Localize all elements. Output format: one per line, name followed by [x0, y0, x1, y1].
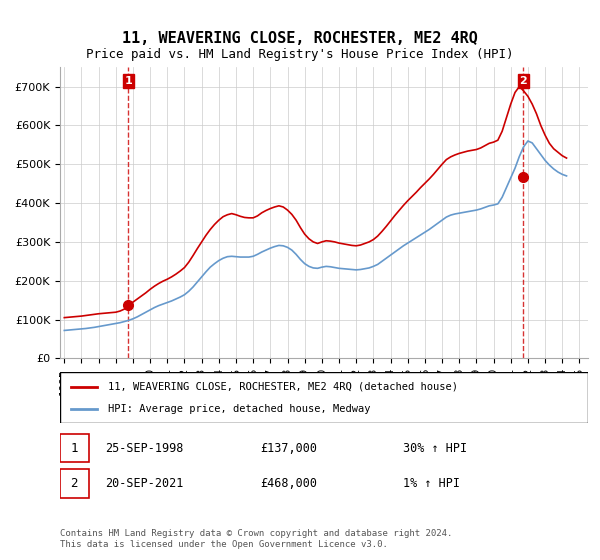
Text: 30% ↑ HPI: 30% ↑ HPI — [403, 441, 467, 455]
Text: 20-SEP-2021: 20-SEP-2021 — [105, 477, 183, 490]
Text: 2: 2 — [71, 477, 78, 490]
Text: 1: 1 — [124, 76, 132, 86]
Text: 11, WEAVERING CLOSE, ROCHESTER, ME2 4RQ (detached house): 11, WEAVERING CLOSE, ROCHESTER, ME2 4RQ … — [107, 381, 458, 391]
Text: £137,000: £137,000 — [260, 441, 317, 455]
Text: 1: 1 — [71, 441, 78, 455]
Text: 25-SEP-1998: 25-SEP-1998 — [105, 441, 183, 455]
Text: Contains HM Land Registry data © Crown copyright and database right 2024.
This d: Contains HM Land Registry data © Crown c… — [60, 529, 452, 549]
FancyBboxPatch shape — [60, 469, 89, 498]
FancyBboxPatch shape — [60, 372, 588, 423]
Text: 1% ↑ HPI: 1% ↑ HPI — [403, 477, 460, 490]
Text: 2: 2 — [520, 76, 527, 86]
Text: HPI: Average price, detached house, Medway: HPI: Average price, detached house, Medw… — [107, 404, 370, 414]
Text: £468,000: £468,000 — [260, 477, 317, 490]
Text: Price paid vs. HM Land Registry's House Price Index (HPI): Price paid vs. HM Land Registry's House … — [86, 48, 514, 60]
Text: 11, WEAVERING CLOSE, ROCHESTER, ME2 4RQ: 11, WEAVERING CLOSE, ROCHESTER, ME2 4RQ — [122, 31, 478, 46]
FancyBboxPatch shape — [60, 433, 89, 463]
